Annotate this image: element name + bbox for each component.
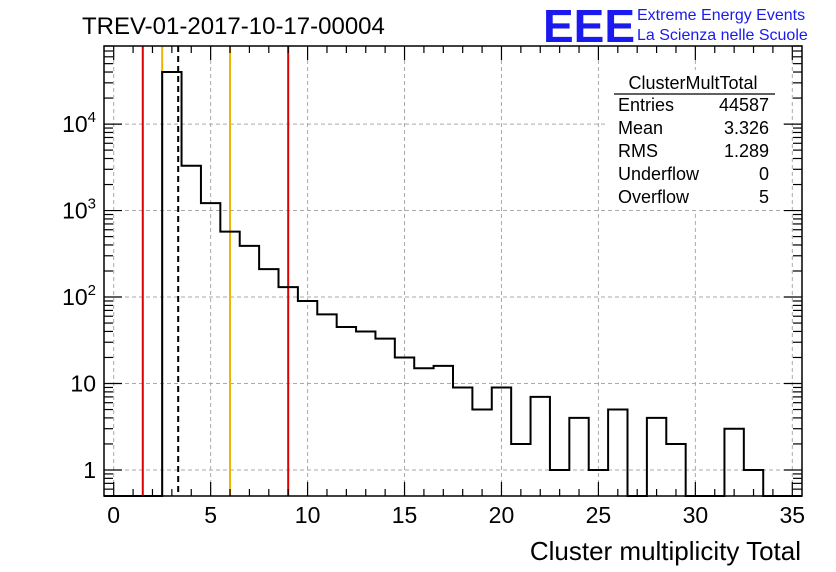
x-tick-label: 5: [204, 502, 217, 528]
x-tick-label: 20: [489, 502, 515, 528]
x-tick-labels: 0 5 10 15 20 25 30 35: [107, 502, 805, 528]
y-tick-label: 10: [70, 371, 96, 397]
stats-row-value: 3.326: [724, 118, 769, 138]
y-tick-label: 102: [62, 282, 96, 310]
x-tick-label: 25: [586, 502, 612, 528]
chart-title: TREV-01-2017-10-17-00004: [82, 13, 385, 40]
x-axis-label: Cluster multiplicity Total: [530, 536, 801, 566]
stats-title: ClusterMultTotal: [628, 73, 757, 93]
y-tick-labels: 1 10 102 103 104: [62, 109, 96, 483]
y-tick-label: 1: [83, 457, 96, 483]
stats-row-label: Underflow: [618, 164, 700, 184]
stats-row-value: 1.289: [724, 141, 769, 161]
marker-lines: [141, 46, 290, 496]
axis-ticks: [104, 45, 802, 496]
x-tick-label: 30: [683, 502, 709, 528]
stats-row-label: Overflow: [618, 187, 690, 207]
stats-row-label: RMS: [618, 141, 658, 161]
histogram-outline: [104, 71, 802, 497]
x-tick-label: 15: [392, 502, 418, 528]
stats-row-value: 5: [759, 187, 769, 207]
stats-rows: Entries 44587 Mean 3.326 RMS 1.289 Underflow 0 O…: [618, 95, 769, 207]
stats-row-value: 0: [759, 164, 769, 184]
y-tick-label: 103: [62, 196, 96, 224]
stats-row-label: Mean: [618, 118, 663, 138]
logo-eee-text: EEE: [543, 0, 635, 52]
x-tick-label: 0: [107, 502, 120, 528]
x-tick-label: 35: [780, 502, 806, 528]
stats-row-value: 44587: [719, 95, 769, 115]
x-tick-label: 10: [295, 502, 321, 528]
logo-line-2: La Scienza nelle Scuole: [637, 27, 808, 44]
logo-line-1: Extreme Energy Events: [637, 7, 805, 24]
eee-logo: EEE Extreme Energy Events La Scienza nel…: [543, 0, 808, 52]
stats-row-label: Entries: [618, 95, 674, 115]
y-tick-label: 104: [62, 109, 96, 137]
stats-box: ClusterMultTotal Entries 44587 Mean 3.326 RM…: [608, 70, 780, 210]
